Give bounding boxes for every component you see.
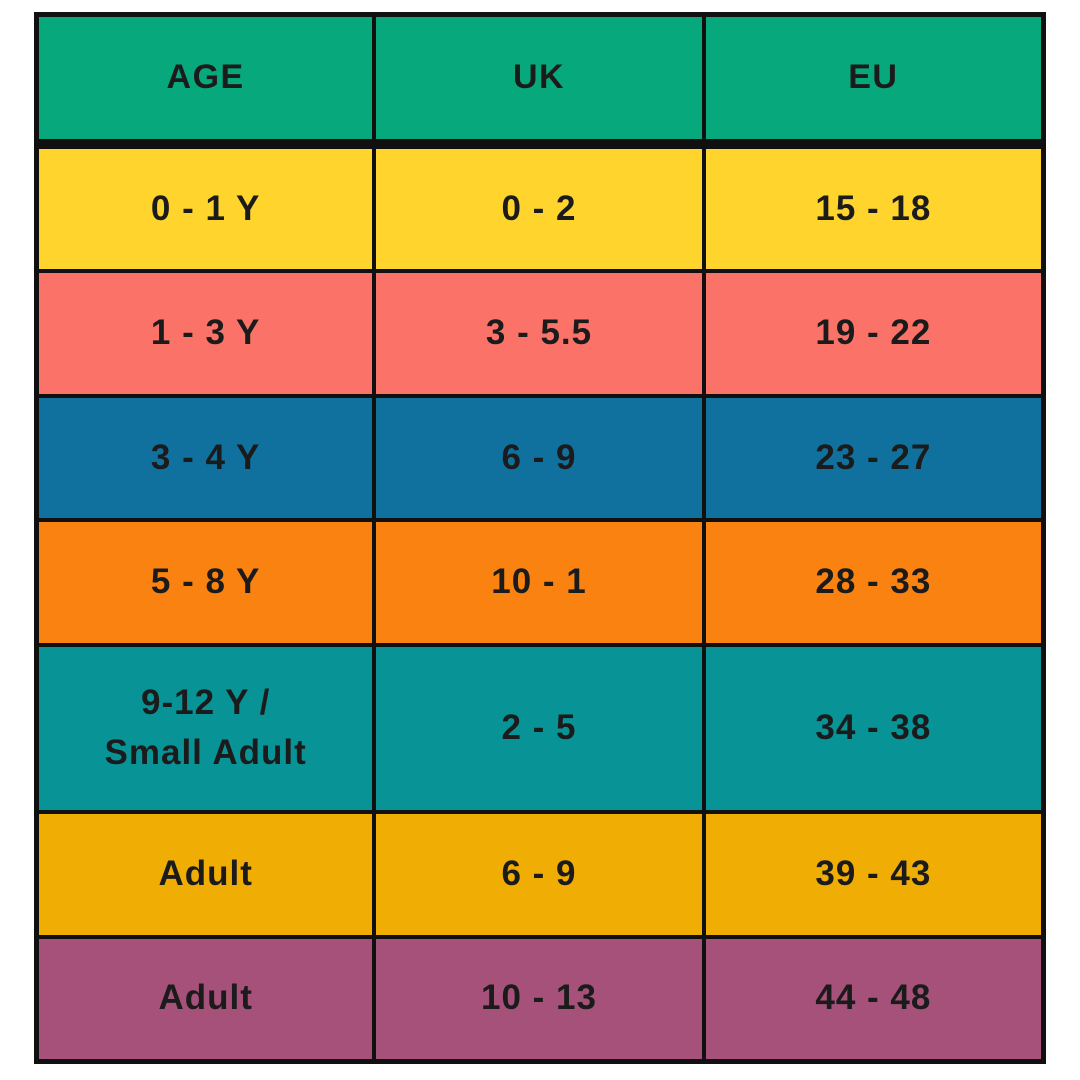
table-row: 0 - 1 Y 0 - 2 15 - 18 <box>39 149 1041 270</box>
cell-uk: 10 - 1 <box>376 522 702 643</box>
table-header-row: AGE UK EU <box>39 17 1041 139</box>
table-row: Adult 10 - 13 44 - 48 <box>39 938 1041 1059</box>
size-chart-table: AGE UK EU 0 - 1 Y 0 - 2 15 - 18 1 - 3 Y … <box>34 12 1046 1064</box>
column-header-uk: UK <box>376 17 702 139</box>
table-row: 5 - 8 Y 10 - 1 28 - 33 <box>39 522 1041 643</box>
column-header-age: AGE <box>39 17 373 139</box>
cell-uk: 10 - 13 <box>376 938 702 1059</box>
cell-age: 9-12 Y / Small Adult <box>39 646 373 811</box>
cell-uk: 3 - 5.5 <box>376 273 702 394</box>
cell-age: 0 - 1 Y <box>39 149 373 270</box>
table-row: 9-12 Y / Small Adult 2 - 5 34 - 38 <box>39 646 1041 811</box>
cell-eu: 15 - 18 <box>705 149 1041 270</box>
cell-uk: 6 - 9 <box>376 397 702 519</box>
column-header-eu: EU <box>705 17 1041 139</box>
cell-uk: 6 - 9 <box>376 814 702 935</box>
cell-uk: 2 - 5 <box>376 646 702 811</box>
cell-age: 5 - 8 Y <box>39 522 373 643</box>
table-row: Adult 6 - 9 39 - 43 <box>39 814 1041 935</box>
cell-age: Adult <box>39 814 373 935</box>
cell-eu: 34 - 38 <box>705 646 1041 811</box>
cell-eu: 19 - 22 <box>705 273 1041 394</box>
cell-eu: 39 - 43 <box>705 814 1041 935</box>
cell-age: 3 - 4 Y <box>39 397 373 519</box>
cell-eu: 28 - 33 <box>705 522 1041 643</box>
cell-eu: 44 - 48 <box>705 938 1041 1059</box>
cell-uk: 0 - 2 <box>376 149 702 270</box>
table-row: 3 - 4 Y 6 - 9 23 - 27 <box>39 397 1041 519</box>
cell-age: 1 - 3 Y <box>39 273 373 394</box>
cell-age: Adult <box>39 938 373 1059</box>
table-row: 1 - 3 Y 3 - 5.5 19 - 22 <box>39 273 1041 394</box>
cell-eu: 23 - 27 <box>705 397 1041 519</box>
